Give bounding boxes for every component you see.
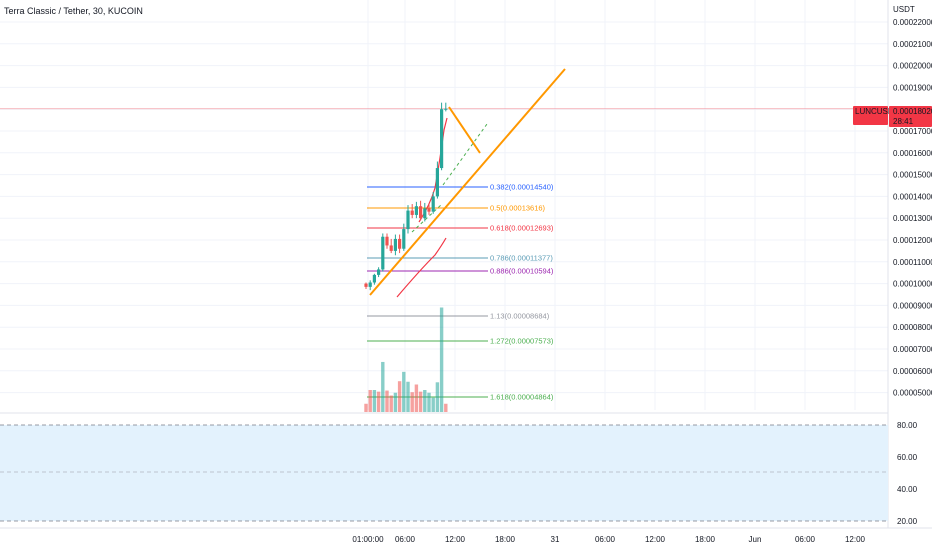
chart-title[interactable]: Terra Classic / Tether, 30, KUCOIN bbox=[4, 6, 143, 16]
candle-body[interactable] bbox=[406, 210, 410, 230]
fib-level-label: 1.13(0.00008684) bbox=[490, 312, 550, 321]
price-tick-label: 0.00016000 bbox=[893, 149, 932, 158]
fib-level-label: 0.886(0.00010594) bbox=[490, 267, 554, 276]
candle-body[interactable] bbox=[389, 245, 393, 251]
candle-body[interactable] bbox=[372, 274, 376, 283]
fib-level-label: 1.272(0.00007573) bbox=[490, 337, 554, 346]
volume-bar bbox=[435, 382, 440, 412]
candle-body[interactable] bbox=[440, 109, 444, 169]
projection-dashed-line[interactable] bbox=[442, 123, 488, 186]
time-tick-label: 06:00 bbox=[595, 535, 616, 544]
time-tick-label: 12:00 bbox=[445, 535, 466, 544]
volume-bar bbox=[364, 403, 368, 412]
volume-bar bbox=[368, 390, 372, 412]
candle-body[interactable] bbox=[402, 229, 406, 249]
volume-bar bbox=[389, 395, 393, 412]
fib-level-label: 0.618(0.00012693) bbox=[490, 224, 554, 233]
price-tick-label: 0.00010000 bbox=[893, 280, 932, 289]
rsi-band bbox=[0, 425, 888, 521]
time-tick-label: 06:00 bbox=[395, 535, 416, 544]
last-price-value: 0.00018020 bbox=[893, 107, 932, 116]
price-tick-label: 0.00009000 bbox=[893, 301, 932, 310]
candle-body[interactable] bbox=[377, 269, 381, 275]
volume-bar bbox=[439, 307, 444, 412]
price-axis-currency: USDT bbox=[893, 5, 915, 14]
fib-level-label: 0.382(0.00014540) bbox=[490, 183, 554, 192]
candle-body[interactable] bbox=[427, 208, 431, 212]
price-tick-label: 0.00021000 bbox=[893, 40, 932, 49]
oscillator-tick-label: 40.00 bbox=[897, 485, 918, 494]
volume-bar bbox=[372, 390, 377, 412]
candle-body[interactable] bbox=[393, 238, 397, 251]
symbol-badge-label: LUNCUSDT bbox=[855, 107, 899, 116]
volume-bar bbox=[376, 391, 381, 412]
oscillator-tick-label: 20.00 bbox=[897, 517, 918, 526]
volume-bar bbox=[397, 381, 402, 412]
candle-body[interactable] bbox=[364, 283, 368, 287]
fib-level-label: 0.786(0.00011377) bbox=[490, 254, 553, 263]
price-tick-label: 0.00015000 bbox=[893, 171, 932, 180]
bar-countdown: 28:41 bbox=[893, 117, 914, 126]
volume-bar bbox=[414, 384, 419, 412]
candle-body[interactable] bbox=[410, 210, 414, 215]
time-tick-label: Jun bbox=[749, 535, 762, 544]
time-tick-label: 06:00 bbox=[795, 535, 816, 544]
candle-body[interactable] bbox=[423, 208, 427, 219]
price-tick-label: 0.00006000 bbox=[893, 367, 932, 376]
price-tick-label: 0.00022000 bbox=[893, 18, 932, 27]
price-tick-label: 0.00013000 bbox=[893, 214, 932, 223]
volume-bar bbox=[393, 392, 398, 412]
volume-bar bbox=[423, 390, 427, 412]
volume-bar bbox=[381, 361, 385, 412]
time-tick-label: 12:00 bbox=[845, 535, 866, 544]
price-tick-label: 0.00017000 bbox=[893, 127, 932, 136]
volume-bar bbox=[418, 391, 423, 412]
price-tick-label: 0.00014000 bbox=[893, 192, 932, 201]
trend-line[interactable] bbox=[369, 68, 566, 296]
candle-body[interactable] bbox=[385, 236, 389, 246]
volume-bar bbox=[406, 381, 410, 412]
price-tick-label: 0.00011000 bbox=[893, 258, 932, 267]
fib-level-label: 0.5(0.00013616) bbox=[490, 204, 546, 213]
volume-bar bbox=[402, 371, 406, 412]
candle-body[interactable] bbox=[435, 168, 439, 197]
volume-bar bbox=[444, 403, 448, 412]
time-tick-label: 01:00:00 bbox=[352, 535, 384, 544]
projection-line[interactable] bbox=[448, 106, 481, 154]
volume-bar bbox=[385, 390, 389, 412]
price-tick-label: 0.00005000 bbox=[893, 389, 932, 398]
volume-bar bbox=[427, 392, 431, 412]
candle-body[interactable] bbox=[398, 238, 402, 249]
channel-dashed-line bbox=[411, 204, 442, 233]
price-tick-label: 0.00020000 bbox=[893, 62, 932, 71]
time-tick-label: 31 bbox=[551, 535, 560, 544]
candle-body[interactable] bbox=[381, 236, 385, 270]
candle-body[interactable] bbox=[419, 206, 423, 219]
price-tick-label: 0.00007000 bbox=[893, 345, 932, 354]
candle-body[interactable] bbox=[431, 196, 435, 212]
last-price-badge[interactable] bbox=[889, 106, 932, 127]
price-tick-label: 0.00019000 bbox=[893, 83, 932, 92]
price-tick-label: 0.00008000 bbox=[893, 323, 932, 332]
price-tick-label: 0.00012000 bbox=[893, 236, 932, 245]
volume-bar bbox=[431, 397, 435, 412]
volume-bar bbox=[410, 392, 414, 412]
oscillator-tick-label: 80.00 bbox=[897, 421, 918, 430]
lower-band-line bbox=[396, 237, 447, 298]
oscillator-tick-label: 60.00 bbox=[897, 453, 918, 462]
time-tick-label: 18:00 bbox=[495, 535, 516, 544]
candle-body[interactable] bbox=[444, 108, 448, 110]
fib-level-label: 1.618(0.00004864) bbox=[490, 393, 554, 402]
symbol-price-badge[interactable] bbox=[853, 106, 888, 125]
candle-body[interactable] bbox=[414, 206, 418, 215]
time-tick-label: 12:00 bbox=[645, 535, 666, 544]
candle-body[interactable] bbox=[368, 282, 372, 287]
time-tick-label: 18:00 bbox=[695, 535, 716, 544]
